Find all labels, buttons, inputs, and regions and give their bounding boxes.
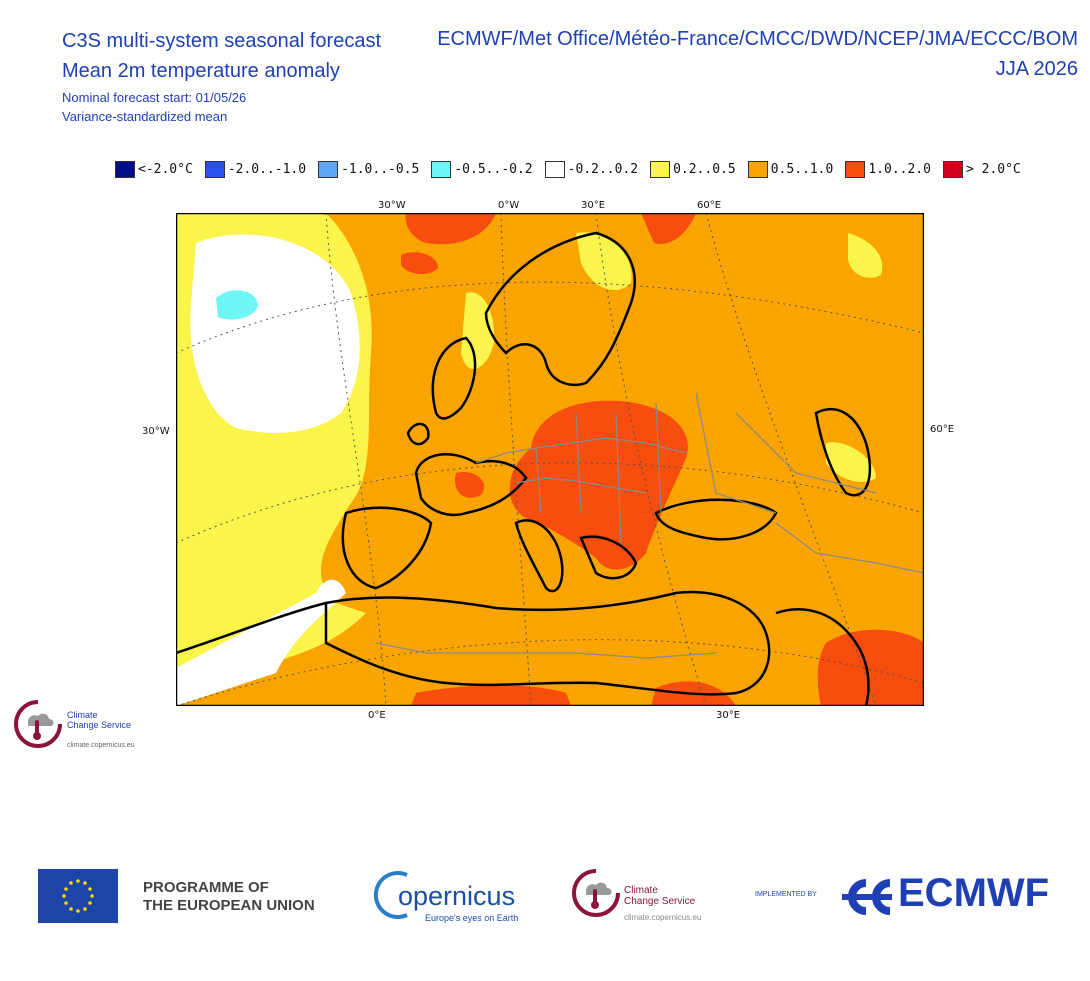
legend-label: -0.5..-0.2 (454, 161, 533, 177)
legend-item: <-2.0°C (115, 160, 193, 178)
eu-flag-icon (38, 869, 118, 923)
lat-label-right: 60°E (930, 424, 955, 435)
thermometer-icon-large (572, 869, 620, 917)
graticule (176, 213, 924, 706)
ecmwf-logo: ECMWF (838, 871, 1058, 921)
legend-item: 0.5..1.0 (747, 160, 834, 178)
legend-label: 0.5..1.0 (770, 161, 834, 177)
lon-label-top-1: 30°W (378, 200, 406, 211)
lon-label-top-4: 60°E (697, 200, 722, 211)
eu-programme-text: PROGRAMME OF THE EUROPEAN UNION (143, 879, 315, 915)
anomaly-region-red-north (405, 213, 496, 245)
forecast-start-text: Nominal forecast start: 01/05/26 (62, 90, 247, 105)
legend-item: -0.2..0.2 (544, 160, 639, 178)
period-text: JJA 2026 (995, 58, 1078, 80)
lon-label-top-3: 30°E (581, 200, 606, 211)
c3s-line1: Climate (624, 885, 658, 896)
copernicus-logo: opernicus Europe's eyes on Earth (373, 865, 533, 927)
c3s-line2: Change Service (624, 896, 696, 907)
implemented-by-text: IMPLEMENTED BY (755, 891, 817, 898)
c3s-url: climate.copernicus.eu (624, 913, 702, 922)
legend-swatch (204, 160, 225, 178)
chart-title: C3S multi-system seasonal forecast (62, 30, 382, 52)
anomaly-region-red-sahara (411, 685, 571, 706)
c3s-logo: Climate Change Service climate.copernicu… (570, 865, 730, 927)
map-frame (176, 213, 924, 706)
centres-text: ECMWF/Met Office/Météo-France/CMCC/DWD/N… (437, 28, 1078, 50)
c3s-small-url: climate.copernicus.eu (67, 742, 135, 749)
anomaly-region-cyan (216, 290, 258, 320)
country-borders (375, 392, 924, 659)
legend-label: 1.0..2.0 (868, 161, 931, 177)
legend-item: -1.0..-0.5 (318, 160, 420, 178)
eu-line2: THE EUROPEAN UNION (143, 897, 315, 914)
anomaly-map (176, 213, 924, 706)
method-text: Variance-standardized mean (62, 109, 228, 124)
legend-item: 1.0..2.0 (845, 160, 931, 178)
map-panel (176, 213, 924, 706)
copernicus-tagline: Europe's eyes on Earth (425, 913, 519, 923)
legend-label: -0.2..0.2 (567, 161, 639, 177)
legend-swatch (544, 160, 565, 178)
legend: <-2.0°C -2.0..-1.0 -1.0..-0.5 -0.5..-0.2 -0.… (115, 158, 1033, 180)
anomaly-region-red-middle-east (817, 629, 924, 706)
legend-label: > 2.0°C (965, 161, 1021, 177)
lon-label-bottom-1: 0°E (368, 710, 386, 721)
lon-label-bottom-2: 30°E (716, 710, 741, 721)
anomaly-region-yellow-caspian (826, 442, 876, 483)
anomaly-region-yellow-urals (847, 233, 883, 278)
c3s-logo-small: Climate Change Service climate.copernicu… (12, 698, 162, 756)
legend-swatch (747, 160, 768, 178)
legend-label: -1.0..-0.5 (341, 161, 420, 177)
legend-swatch (318, 160, 339, 178)
legend-swatch (115, 160, 135, 178)
legend-swatch (942, 160, 963, 178)
anomaly-region-red-iceland (401, 252, 438, 275)
ecmwf-wordmark: ECMWF (898, 871, 1050, 915)
variable-title: Mean 2m temperature anomaly (62, 60, 340, 82)
lon-label-top-2: 0°W (498, 200, 520, 211)
thermometer-icon (14, 700, 62, 748)
legend-label: -2.0..-1.0 (227, 161, 307, 177)
legend-item: -2.0..-1.0 (204, 160, 307, 178)
legend-swatch (431, 160, 452, 178)
legend-item: 0.2..0.5 (650, 160, 736, 178)
footer-logos: PROGRAMME OF THE EUROPEAN UNION opernicu… (0, 865, 1090, 935)
copernicus-name: opernicus (398, 881, 516, 911)
legend-swatch (845, 160, 866, 178)
anomaly-region-white-southwest (176, 579, 346, 706)
legend-label: <-2.0°C (138, 161, 193, 177)
eu-line1: PROGRAMME OF (143, 879, 269, 896)
legend-item: -0.5..-0.2 (431, 160, 533, 178)
anomaly-region-red-alps (455, 472, 485, 498)
coastlines (176, 231, 872, 706)
anomaly-region-red-barents (641, 213, 696, 244)
c3s-small-line1: Climate (67, 710, 98, 720)
legend-item: > 2.0°C (942, 160, 1021, 178)
lat-label-left: 30°W (142, 426, 170, 437)
c3s-small-line2: Change Service (67, 720, 132, 730)
ecmwf-symbol-icon (842, 879, 892, 915)
anomaly-region-yellow-scandinavia (576, 232, 632, 291)
legend-swatch (650, 160, 671, 178)
anomaly-region-white-atlantic (190, 234, 360, 433)
copernicus-c-icon (373, 871, 408, 919)
legend-label: 0.2..0.5 (673, 161, 736, 177)
